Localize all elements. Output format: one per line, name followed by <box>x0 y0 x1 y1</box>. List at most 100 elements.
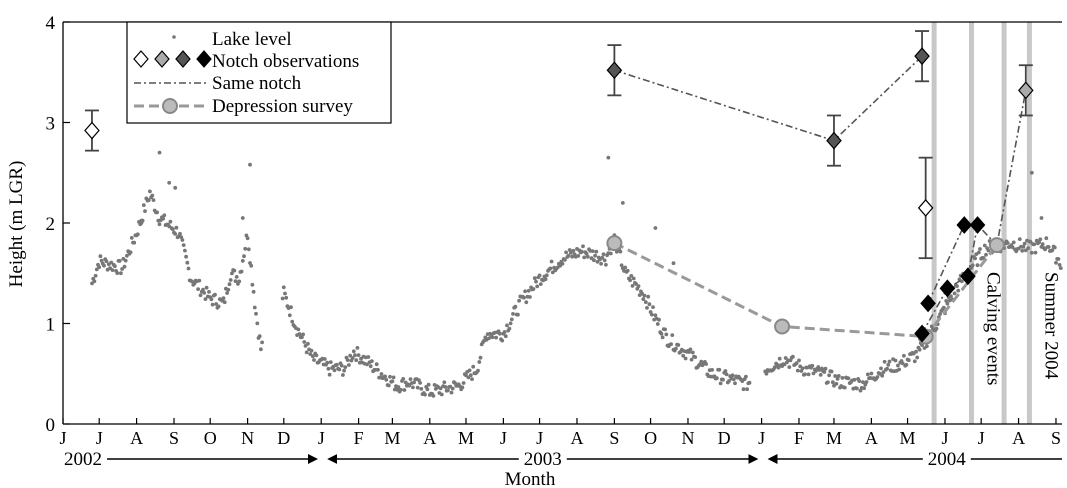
lake-level-point <box>226 287 231 292</box>
notch-observation-series <box>84 30 1034 343</box>
lake-level-point <box>800 366 805 371</box>
lake-level-point <box>388 374 392 379</box>
lake-level-point <box>653 226 658 230</box>
x-tick-label-5: N <box>241 428 254 448</box>
lake-level-point <box>255 321 260 326</box>
lake-level-point <box>161 216 166 221</box>
lake-level-point <box>689 357 694 362</box>
lake-level-point <box>900 361 905 366</box>
lake-level-point <box>949 294 953 299</box>
lake-level-point <box>787 365 792 369</box>
lake-level-point <box>425 387 430 392</box>
lake-level-point <box>240 216 245 220</box>
lake-level-point <box>438 386 443 391</box>
lake-level-point <box>170 227 175 232</box>
lake-level-point <box>1020 248 1025 253</box>
year-arrows-layer: 2002 2003 2004 <box>64 449 1062 470</box>
lake-level-point <box>120 267 124 271</box>
lake-level-point <box>249 263 254 268</box>
lake-level-point <box>724 372 729 377</box>
lake-level-point <box>914 349 918 354</box>
x-tick-label-16: O <box>644 428 657 448</box>
lake-level-point <box>370 359 374 363</box>
lake-level-point <box>478 355 483 360</box>
lake-level-point <box>402 388 407 392</box>
lake-level-point <box>355 346 360 350</box>
lake-level-point <box>245 236 250 241</box>
lake-level-point <box>290 319 295 324</box>
lake-level-point <box>1011 240 1016 245</box>
y-tick-label-2: 2 <box>46 214 56 235</box>
lake-level-point <box>221 296 226 301</box>
lake-level-point <box>653 313 658 318</box>
lake-level-point <box>157 150 162 155</box>
lake-level-point <box>642 293 647 298</box>
lake-level-point <box>1028 240 1033 244</box>
lake-level-point <box>391 375 396 380</box>
lake-level-point <box>777 356 782 361</box>
lake-level-point <box>528 295 532 299</box>
lake-level-point <box>857 379 862 383</box>
lake-level-point <box>411 385 415 390</box>
lake-level-point <box>337 367 342 372</box>
lake-level-point <box>846 376 851 381</box>
notch-observation-point-4 <box>917 199 934 217</box>
year-label-2003: 2003 <box>524 449 562 470</box>
lake-level-point <box>467 368 472 373</box>
lake-level-point <box>511 312 515 316</box>
x-tick-label-9: M <box>384 428 400 448</box>
lake-level-point <box>442 380 447 385</box>
lake-level-point <box>794 361 799 365</box>
lake-level-point <box>816 365 821 369</box>
lake-level-point <box>246 247 251 252</box>
lake-level-point <box>865 372 870 377</box>
lake-level-point <box>412 380 416 385</box>
x-tick-label-24: J <box>941 428 948 448</box>
x-tick-label-26: A <box>1012 428 1025 448</box>
lake-level-point <box>173 232 178 236</box>
x-tick-label-15: S <box>609 428 619 448</box>
lake-level-point <box>543 277 548 282</box>
lake-level-point <box>893 358 898 363</box>
lake-level-point <box>934 326 939 331</box>
lake-level-point <box>564 250 568 255</box>
lake-level-point <box>897 367 901 372</box>
lake-level-point <box>350 356 355 360</box>
lake-level-point <box>173 185 178 190</box>
lake-level-point <box>526 288 531 293</box>
lake-level-point <box>880 373 885 378</box>
lake-level-point <box>861 380 865 384</box>
x-tick-label-18: D <box>718 428 731 448</box>
lake-level-point <box>579 249 584 254</box>
notch-observation-point-1 <box>606 61 623 80</box>
lake-level-point <box>250 282 255 287</box>
lake-level-point <box>237 279 242 284</box>
lake-level-point <box>155 210 160 215</box>
lake-level-point <box>718 381 723 386</box>
lake-level-point <box>233 279 238 283</box>
lake-level-point <box>560 261 565 266</box>
lake-level-point <box>875 375 880 379</box>
lake-level-point <box>1029 250 1034 255</box>
lake-level-point <box>917 347 922 352</box>
lake-level-point <box>181 243 186 248</box>
lake-level-point <box>312 358 316 362</box>
lake-level-point <box>304 350 309 355</box>
lake-level-point <box>791 354 795 359</box>
lake-level-point <box>185 260 190 265</box>
lake-level-point <box>1058 266 1063 270</box>
lake-level-point <box>310 354 315 359</box>
lake-level-point <box>509 317 514 322</box>
lake-level-point <box>630 284 635 288</box>
lake-level-point <box>254 311 258 316</box>
lake-level-point <box>810 363 815 368</box>
lake-level-point <box>1054 260 1058 265</box>
lake-level-point <box>356 353 361 357</box>
lake-level-point <box>332 368 337 373</box>
lake-level-point <box>439 392 444 397</box>
lake-level-point <box>401 377 406 381</box>
lake-level-point <box>822 370 827 374</box>
lake-level-point <box>390 379 395 384</box>
